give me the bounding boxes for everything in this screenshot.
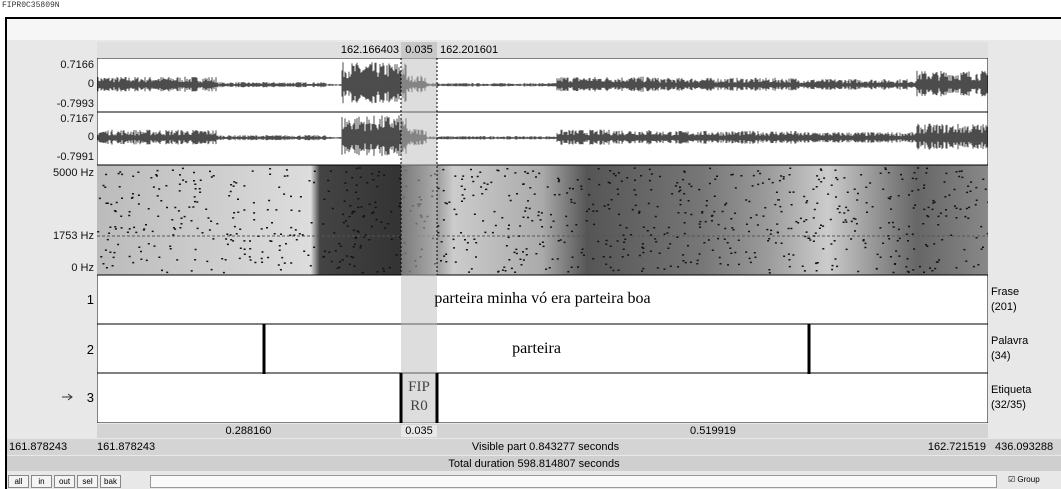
- tier-count: (201): [991, 301, 1017, 313]
- window-start[interactable]: 161.878243: [9, 441, 67, 453]
- channel-min: -0.7993: [0, 98, 94, 110]
- tier-name-text: Frase: [991, 286, 1019, 298]
- channel-max: 0.7167: [0, 113, 94, 125]
- tier-count: (34): [991, 350, 1011, 362]
- interval-text: FIP R0: [401, 378, 437, 416]
- interval-text: parteira: [264, 340, 809, 358]
- zoom-button[interactable]: sel: [77, 475, 98, 488]
- text-line: FIP: [408, 379, 430, 395]
- window-end[interactable]: 436.093288: [995, 441, 1053, 453]
- signal-area: [97, 58, 988, 423]
- zoom-button[interactable]: out: [54, 475, 75, 488]
- tier-count: (32/35): [991, 399, 1026, 411]
- spectrogram-cursor-label: 1753 Hz: [0, 230, 94, 242]
- toolbar-area: [7, 19, 1061, 40]
- selection-start: 162.166403: [300, 44, 399, 56]
- duration-right[interactable]: 0.519919: [438, 425, 988, 437]
- visible-end[interactable]: 162.721519: [880, 441, 986, 453]
- visible-start[interactable]: 161.878243: [97, 441, 155, 453]
- spectrogram-bottom: 0 Hz: [0, 262, 94, 274]
- interval-text: parteira minha vó era parteira boa: [97, 290, 988, 308]
- tier-name: Frase (201): [991, 285, 1019, 315]
- selection-length: 0.035: [401, 44, 437, 56]
- duration-selection[interactable]: 0.035: [401, 425, 437, 437]
- selection-end: 162.201601: [440, 44, 498, 56]
- spectrogram-top: 5000 Hz: [0, 167, 94, 179]
- zoom-button[interactable]: all: [8, 475, 29, 488]
- channel-zero: 0: [0, 78, 94, 90]
- text-line: R0: [410, 398, 428, 414]
- channel-zero: 0: [0, 131, 94, 143]
- visible-part[interactable]: Visible part 0.843277 seconds: [300, 441, 791, 453]
- tier-name-text: Palavra: [991, 335, 1028, 347]
- total-duration[interactable]: Total duration 598.814807 seconds: [7, 458, 1061, 470]
- tier-name: Palavra (34): [991, 334, 1028, 364]
- tier-number: 3: [0, 390, 94, 405]
- scrollbar[interactable]: [150, 475, 997, 488]
- zoom-button[interactable]: in: [31, 475, 52, 488]
- tier-number: 2: [0, 342, 94, 357]
- selection-band: [401, 58, 437, 423]
- group-checkbox[interactable]: ☑ Group: [1008, 475, 1040, 484]
- window-title: FIPR0C35809N: [2, 1, 60, 10]
- tier-name-text: Etiqueta: [991, 384, 1031, 396]
- group-label: Group: [1017, 475, 1039, 484]
- tier-number: 1: [0, 292, 94, 307]
- duration-left[interactable]: 0.288160: [97, 425, 400, 437]
- selection-header: [97, 42, 988, 58]
- praat-editor: FIPR0C35809N 162.166403 0.035 162.201601…: [0, 0, 1061, 487]
- tier-name: Etiqueta (32/35): [991, 383, 1031, 413]
- channel-min: -0.7991: [0, 151, 94, 163]
- spectrogram: [97, 165, 988, 275]
- zoom-button[interactable]: bak: [100, 475, 121, 488]
- channel-max: 0.7166: [0, 59, 94, 71]
